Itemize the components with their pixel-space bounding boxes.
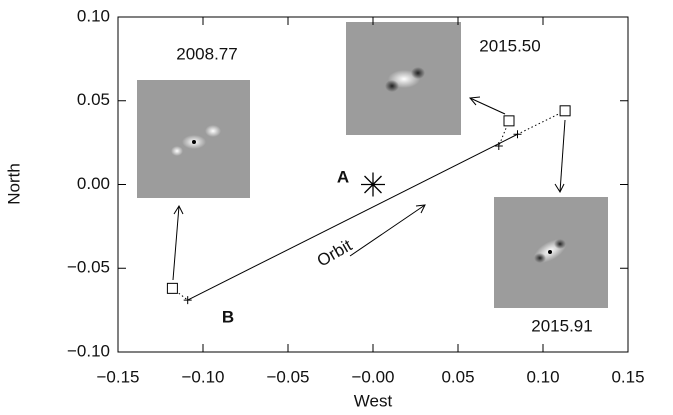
- x-tick-label: −0.05: [266, 367, 309, 386]
- y-tick-label: 0.10: [77, 6, 110, 25]
- primary-star: [361, 173, 385, 197]
- x-tick-label: 0.10: [526, 367, 559, 386]
- y-axis-label: North: [4, 163, 23, 205]
- predicted-point: [495, 142, 503, 150]
- y-tick-label: 0.05: [77, 90, 110, 109]
- epoch-label: 2015.91: [531, 316, 592, 335]
- page: North West A B Orbit 2008.77 2015.50 201…: [0, 0, 673, 415]
- predicted-point: [514, 130, 522, 138]
- inset-image: [346, 22, 461, 135]
- y-tick-label: −0.10: [67, 341, 110, 360]
- y-tick-label: 0.00: [77, 174, 110, 193]
- chart: North West A B Orbit 2008.77 2015.50 201…: [0, 0, 673, 415]
- observed-point: [504, 116, 514, 126]
- x-tick-label: −0.10: [181, 367, 224, 386]
- inset-image: [494, 197, 608, 308]
- orbit-label: Orbit: [314, 236, 356, 271]
- companion-label: B: [222, 307, 234, 326]
- x-tick-label: −0.15: [96, 367, 139, 386]
- x-tick-label: 0.05: [441, 367, 474, 386]
- epoch-label: 2015.50: [479, 36, 540, 55]
- epoch-label: 2008.77: [176, 44, 237, 63]
- x-axis-label: West: [354, 391, 393, 410]
- y-tick-label: −0.05: [67, 258, 110, 277]
- observed-point: [167, 283, 177, 293]
- x-tick-label: −0.00: [351, 367, 394, 386]
- primary-label: A: [337, 167, 349, 186]
- observed-point: [560, 106, 570, 116]
- predicted-point: [184, 296, 192, 304]
- x-tick-label: 0.15: [611, 367, 644, 386]
- offset-line: [518, 111, 566, 134]
- inset-image: [137, 80, 250, 198]
